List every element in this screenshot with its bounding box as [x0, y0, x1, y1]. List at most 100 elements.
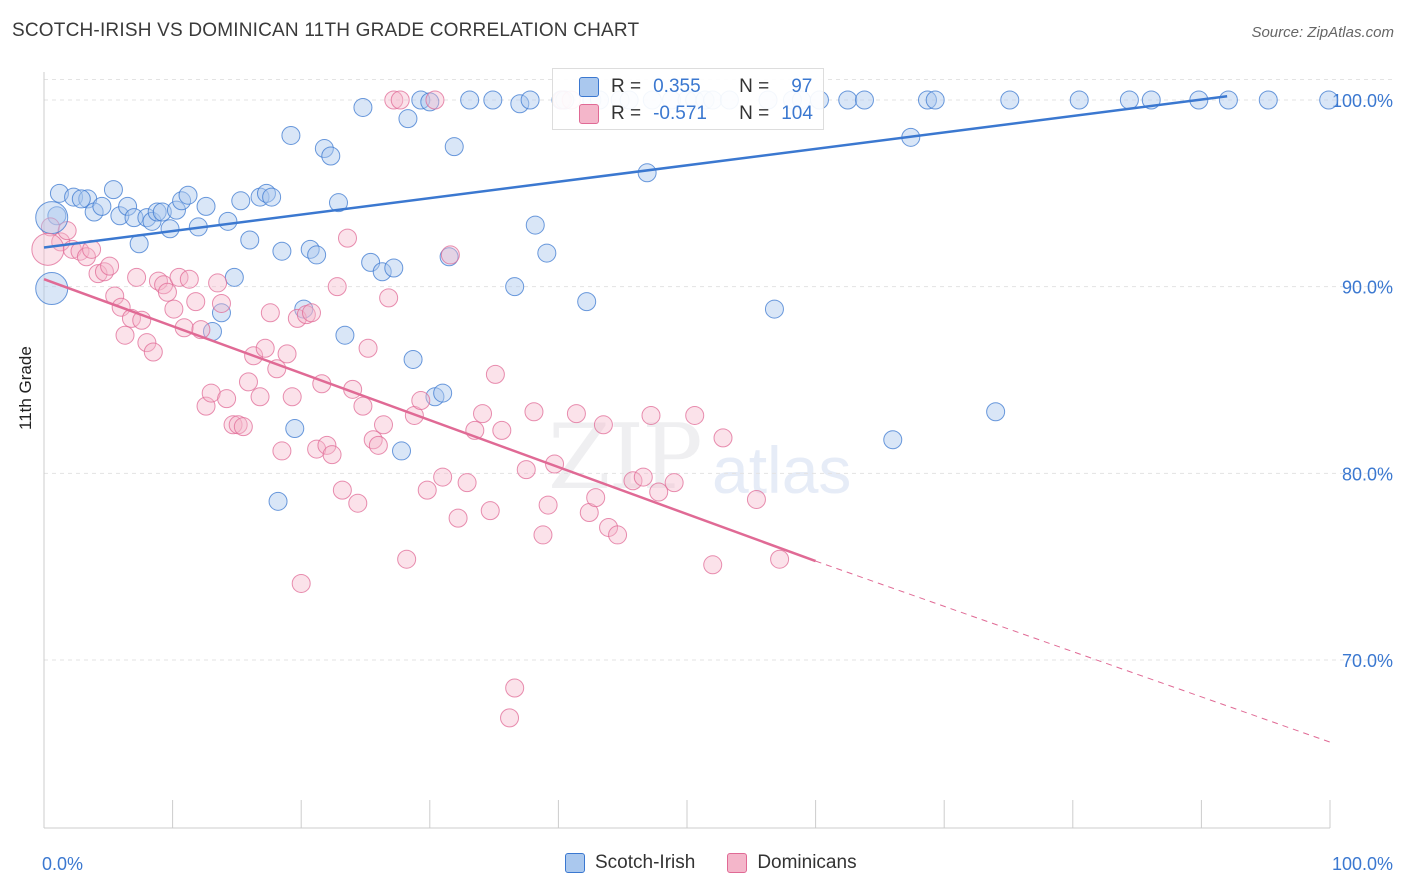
scotch-irish-point [917, 90, 937, 110]
scotch-irish-legend-swatch [565, 853, 585, 873]
dominicans-point [746, 489, 766, 509]
scotch-irish-point [160, 219, 180, 239]
scotch-irish-point [1218, 90, 1238, 110]
dominicans-point [448, 508, 468, 528]
dominicans-point [533, 525, 553, 545]
r-value: -0.571 [653, 103, 707, 124]
dominicans-point [127, 267, 147, 287]
source-label: Source: ZipAtlas.com [1251, 24, 1394, 41]
dominicans-point [94, 262, 114, 282]
dominicans-point [260, 303, 280, 323]
dominicans-point [770, 549, 790, 569]
dominicans-point [322, 445, 342, 465]
scotch-irish-point [510, 94, 530, 114]
dominicans-point [164, 299, 184, 319]
scotch-irish-point [460, 90, 480, 110]
dominicans-legend-swatch [727, 853, 748, 873]
dominicans-point [255, 338, 275, 358]
dominicans-point [384, 90, 404, 110]
scotch-irish-point [314, 139, 334, 159]
dominicans-point [397, 549, 417, 569]
scotch-irish-point [129, 234, 149, 254]
scotch-irish-point [577, 292, 597, 312]
dominicans-point [186, 292, 206, 312]
n-value: 104 [781, 103, 813, 124]
scotch-irish-point [307, 245, 327, 265]
scotch-irish-point [483, 90, 503, 110]
dominicans-point [586, 488, 606, 508]
scotch-irish-point [84, 202, 104, 222]
dominicans-point [649, 482, 669, 502]
n-label: N = [739, 76, 770, 97]
dominicans-point [282, 387, 302, 407]
legend-item-scotch-irish: Scotch-Irish [565, 852, 695, 874]
scotch-irish-point [64, 187, 84, 207]
dominicans-point [337, 228, 357, 248]
scotch-irish-trendline [43, 95, 1228, 249]
dominicans-point [641, 405, 661, 425]
scotch-irish-point [118, 196, 138, 216]
n-label: N = [739, 103, 770, 124]
watermark-atlas: atlas [712, 433, 852, 507]
scotch-irish-point [240, 230, 260, 250]
scotch-irish-point [92, 196, 112, 216]
scotch-irish-point [71, 189, 91, 209]
dominicans-point [440, 245, 460, 265]
dominicans-point [358, 338, 378, 358]
scotch-irish-point [103, 180, 123, 200]
scotch-irish-point [838, 90, 858, 110]
scotch-irish-point [256, 183, 276, 203]
dominicans-point [368, 435, 388, 455]
dominicans-point [713, 428, 733, 448]
scotch-irish-point [986, 402, 1006, 422]
dominicans-point [291, 573, 311, 593]
dominicans-point [457, 473, 477, 493]
dominicans-point [88, 264, 108, 284]
dominicans-point [524, 402, 544, 422]
dominicans-point-large [31, 232, 65, 266]
dominicans-point [157, 282, 177, 302]
dominicans-point [566, 404, 586, 424]
x-tick-label: 100.0% [1332, 854, 1393, 874]
scotch-irish-point [520, 90, 540, 110]
scotch-irish-point [250, 187, 270, 207]
dominicans-swatch [579, 104, 599, 124]
dominicans-point [348, 493, 368, 513]
scotch-irish-point [1319, 90, 1339, 110]
dominicans-point [301, 303, 321, 323]
scotch-irish-point-large [35, 272, 69, 306]
dominicans-point [538, 495, 558, 515]
scotch-irish-point [764, 299, 784, 319]
scotch-irish-point-large [35, 201, 69, 235]
scotch-irish-point [1258, 90, 1278, 110]
scotch-irish-point [321, 146, 341, 166]
scotch-irish-point [372, 262, 392, 282]
chart-title: SCOTCH-IRISH VS DOMINICAN 11TH GRADE COR… [12, 20, 640, 41]
dominicans-point [179, 269, 199, 289]
dominicans-point [390, 90, 410, 110]
scotch-irish-point [444, 137, 464, 157]
scotch-irish-point [231, 191, 251, 211]
dominicans-point [143, 342, 163, 362]
scotch-irish-point [224, 267, 244, 287]
dominicans-point [485, 364, 505, 384]
dominicans-point [137, 333, 157, 353]
y-tick-label: 80.0% [1342, 464, 1393, 484]
scotch-irish-point [147, 202, 167, 222]
dominicans-point [505, 678, 525, 698]
scotch-irish-point [1000, 90, 1020, 110]
dominicans-point [277, 344, 297, 364]
dominicans-point [411, 391, 431, 411]
dominicans-point [208, 273, 228, 293]
dominicans-point [100, 256, 120, 276]
scotch-irish-point [178, 185, 198, 205]
dominicans-point [233, 417, 253, 437]
dominicans-point [480, 501, 500, 521]
scotch-irish-point [505, 277, 525, 297]
y-tick-label: 100.0% [1332, 91, 1393, 111]
n-value: 97 [791, 76, 813, 97]
scotch-irish-point [1069, 90, 1089, 110]
scotch-irish-point [166, 200, 186, 220]
dominicans-point [374, 415, 394, 435]
dominicans-point [272, 441, 292, 461]
